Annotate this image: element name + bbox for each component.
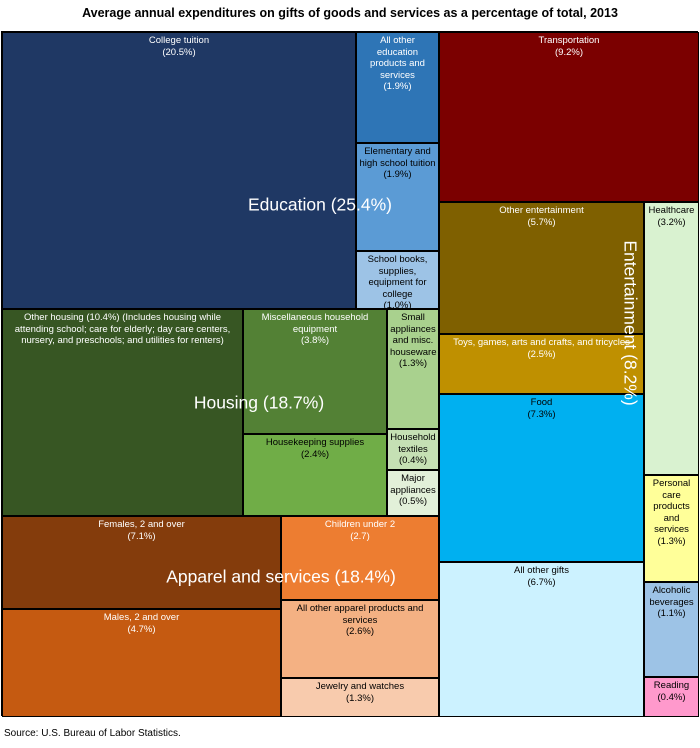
treemap: College tuition (20.5%) All other educatio…	[1, 31, 699, 717]
treemap-cell-children-under-2: Children under 2 (2.7)	[281, 516, 439, 600]
cell-value: (6.7%)	[527, 576, 556, 588]
treemap-cell-elementary-and-high-school-tuition: Elementary and high school tuition (1.9%)	[356, 143, 439, 251]
cell-label: Small appliances and misc. houseware	[390, 312, 437, 358]
treemap-cell-males-2-and-over: Males, 2 and over (4.7%)	[2, 609, 281, 717]
cell-value: (5.7%)	[527, 216, 556, 228]
treemap-cell-major-appliances: Major appliances (0.5%)	[387, 470, 439, 516]
cell-value: (1.9%)	[383, 169, 412, 180]
cell-value: (7.1%)	[127, 530, 156, 542]
treemap-cell-small-appliances-and-misc-houseware: Small appliances and misc. houseware (1.3…	[387, 309, 439, 429]
cell-label: Alcoholic beverages	[649, 585, 694, 608]
cell-value: (1.3%)	[346, 692, 374, 704]
cell-value: (2.6%)	[346, 626, 374, 637]
treemap-cell-females-2-and-over: Females, 2 and over (7.1%)	[2, 516, 281, 609]
cell-label: All other gifts	[514, 565, 569, 576]
cell-label: All other apparel products and services	[296, 603, 424, 626]
cell-label: Miscellaneous household equipment	[261, 312, 369, 335]
cell-label: Toys, games, arts and crafts, and tricyc…	[453, 337, 630, 348]
cell-value: (1.1%)	[657, 608, 686, 619]
cell-label: Jewelry and watches	[315, 681, 405, 692]
cell-label: Elementary and high school tuition	[359, 146, 436, 169]
cell-label: Transportation	[538, 35, 600, 46]
cell-label: Females, 2 and over	[98, 519, 185, 530]
cell-value: (3.8%)	[301, 335, 329, 346]
cell-label: Males, 2 and over	[103, 612, 180, 623]
cell-label: Food	[530, 397, 553, 408]
cell-value: (2.7)	[350, 530, 370, 542]
treemap-cell-reading: Reading (0.4%)	[644, 677, 699, 717]
treemap-cell-college-tuition: College tuition (20.5%)	[2, 32, 356, 309]
cell-label: Personal care products and services	[652, 478, 691, 535]
treemap-cell-housekeeping-supplies: Housekeeping supplies (2.4%)	[243, 434, 387, 516]
source-note: Source: U.S. Bureau of Labor Statistics.	[4, 728, 181, 739]
cell-value: (0.4%)	[657, 691, 686, 703]
cell-label: Other housing (10.4%) (Includes housing …	[14, 312, 231, 346]
cell-value: (9.2%)	[555, 46, 583, 58]
treemap-cell-alcoholic-beverages: Alcoholic beverages (1.1%)	[644, 582, 699, 677]
cell-label: All other education products and service…	[370, 35, 425, 81]
cell-value: (3.2%)	[657, 216, 686, 228]
treemap-cell-household-textiles: Household textiles (0.4%)	[387, 429, 439, 470]
treemap-cell-miscellaneous-household-equipment: Miscellaneous household equipment (3.8%)	[243, 309, 387, 434]
cell-value: (0.4%)	[399, 455, 427, 466]
treemap-cell-other-entertainment: Other entertainment (5.7%)	[439, 202, 644, 334]
cell-label: Household textiles	[390, 432, 436, 455]
cell-value: (20.5%)	[162, 46, 196, 58]
cell-value: (1.9%)	[383, 81, 412, 92]
cell-label: Major appliances	[390, 473, 436, 496]
chart-title: Average annual expenditures on gifts of …	[82, 6, 618, 20]
cell-value: (2.5%)	[527, 348, 556, 360]
treemap-cell-school-books-supplies-equipment-for-coll: School books, supplies, equipment for co…	[356, 251, 439, 309]
cell-value: (7.3%)	[527, 408, 556, 420]
treemap-cell-other-housing-10-4-includes-housing-whil: Other housing (10.4%) (Includes housing …	[2, 309, 243, 516]
cell-label: School books, supplies, equipment for co…	[367, 254, 428, 300]
cell-label: College tuition	[148, 35, 210, 46]
treemap-cell-all-other-apparel-products-and-services: All other apparel products and services(…	[281, 600, 439, 678]
cell-value: (2.4%)	[301, 448, 329, 460]
treemap-cell-all-other-gifts: All other gifts (6.7%)	[439, 562, 644, 717]
cell-value: (0.5%)	[399, 496, 427, 507]
cell-value: (1.0%)	[383, 300, 412, 309]
cell-label: Children under 2	[324, 519, 396, 530]
treemap-cell-personal-care-products-and-services: Personal care products and services (1.3%…	[644, 475, 699, 582]
treemap-cell-healthcare: Healthcare (3.2%)	[644, 202, 699, 475]
treemap-cell-transportation: Transportation (9.2%)	[439, 32, 699, 202]
treemap-cell-jewelry-and-watches: Jewelry and watches (1.3%)	[281, 678, 439, 717]
cell-label: Healthcare	[648, 205, 695, 216]
cell-label: Housekeeping supplies	[265, 437, 365, 448]
treemap-cell-toys-games-arts-and-crafts-and-tricycles: Toys, games, arts and crafts, and tricyc…	[439, 334, 644, 394]
cell-label: Other entertainment	[499, 205, 584, 216]
treemap-cell-all-other-education-products-and-service: All other education products and service…	[356, 32, 439, 143]
cell-value: (1.3%)	[657, 535, 686, 547]
cell-value: (4.7%)	[127, 623, 156, 635]
treemap-cell-food: Food (7.3%)	[439, 394, 644, 562]
cell-label: Reading	[653, 680, 690, 691]
cell-value: (1.3%)	[399, 358, 427, 369]
